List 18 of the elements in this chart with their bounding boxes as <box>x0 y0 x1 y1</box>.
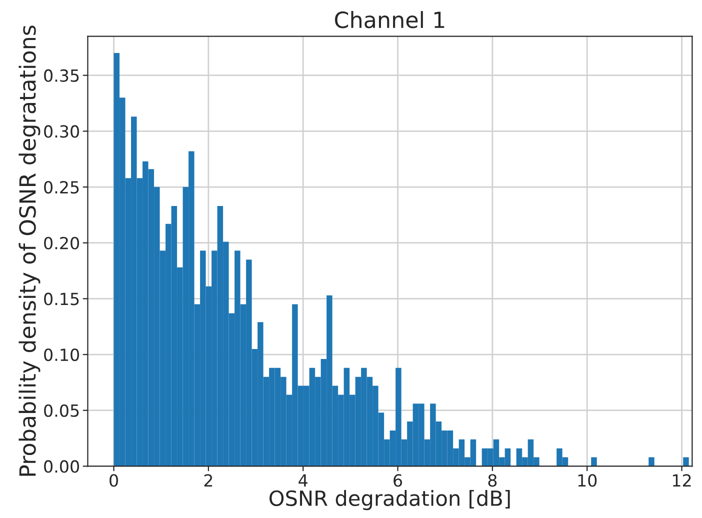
y-tick-label: 0.20 <box>44 236 80 250</box>
y-tick-label: 0.00 <box>44 460 80 473</box>
x-tick-label: 0 <box>110 474 118 487</box>
x-tick-label: 10 <box>578 474 597 487</box>
y-tick-label: 0.25 <box>44 180 79 194</box>
y-tick-label: 0.30 <box>44 125 80 138</box>
x-tick-label: 8 <box>488 474 497 487</box>
x-tick-label: 4 <box>298 474 308 487</box>
x-tick-label: 2 <box>204 474 212 487</box>
chart-title: Channel 1 <box>334 11 444 28</box>
x-tick-label: 12 <box>672 474 691 487</box>
y-tick-label: 0.35 <box>44 69 79 82</box>
y-tick-label: 0.05 <box>44 404 79 417</box>
y-tick-label: 0.10 <box>44 348 80 362</box>
y-axis-title: Probability density of OSNR degratations <box>18 26 40 476</box>
x-tick-label: 6 <box>394 474 402 487</box>
y-tick-label: 0.15 <box>44 292 79 306</box>
x-axis-title: OSNR degradation [dB] <box>270 490 510 510</box>
